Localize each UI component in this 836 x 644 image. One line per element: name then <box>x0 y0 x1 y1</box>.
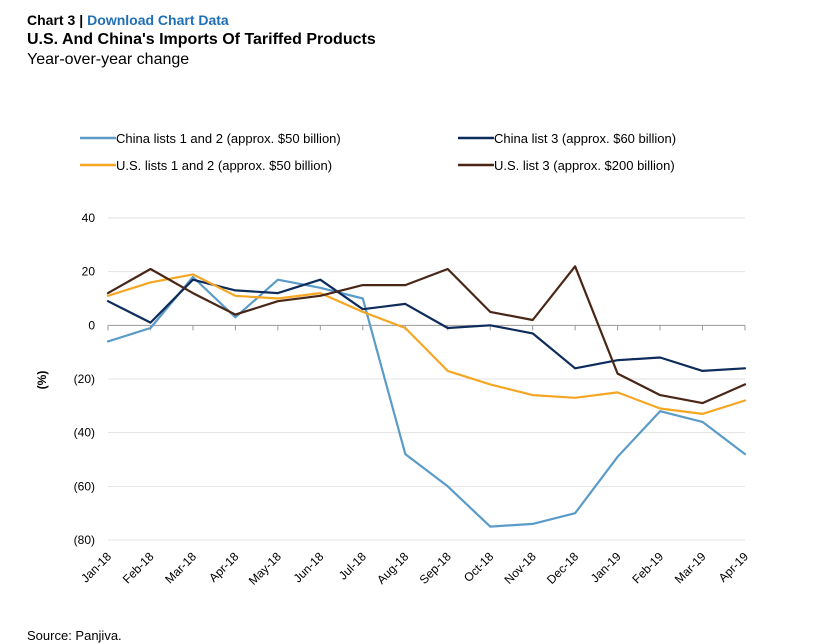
legend-item: U.S. list 3 (approx. $200 billion) <box>458 158 675 173</box>
legend-label: U.S. list 3 (approx. $200 billion) <box>494 158 675 173</box>
x-tick-label: Mar-19 <box>672 549 709 586</box>
series-line-1 <box>106 275 747 528</box>
x-tick-label: Jan-19 <box>588 549 624 585</box>
x-tick-label: Oct-18 <box>461 549 497 585</box>
legend-label: China lists 1 and 2 (approx. $50 billion… <box>116 131 341 146</box>
header-separator: | <box>79 12 84 28</box>
y-tick-label: 40 <box>82 211 96 225</box>
y-tick-label: (40) <box>74 426 95 440</box>
x-tick-label: Jun-18 <box>291 549 327 585</box>
legend: China lists 1 and 2 (approx. $50 billion… <box>80 131 676 173</box>
chart-subtitle: Year-over-year change <box>27 51 190 68</box>
chart-header-line: Chart 3 | Download Chart Data <box>27 11 376 29</box>
chart-header: Chart 3 | Download Chart Data U.S. And Chi… <box>27 11 376 70</box>
y-tick-label: (80) <box>74 533 95 547</box>
gridlines <box>108 217 745 541</box>
x-tick-label: May-18 <box>246 549 284 587</box>
series-line-3 <box>106 273 747 415</box>
legend-item: China lists 1 and 2 (approx. $50 billion… <box>80 131 341 146</box>
series-line-4 <box>106 265 747 405</box>
x-tick-label: Feb-19 <box>629 549 666 586</box>
y-tick-label: 20 <box>82 265 96 279</box>
y-tick-label: (60) <box>74 479 95 493</box>
x-tick-label: Sep-18 <box>417 549 454 586</box>
chart-number: Chart 3 <box>27 12 76 28</box>
x-tick-label: Dec-18 <box>544 549 581 586</box>
x-tick-label: Nov-18 <box>502 549 539 586</box>
y-tick-label: (20) <box>74 372 95 386</box>
x-tick-label: Apr-19 <box>716 549 752 585</box>
legend-item: China list 3 (approx. $60 billion) <box>458 131 676 146</box>
y-axis-label: (%) <box>35 371 49 390</box>
x-tick-label: Jan-18 <box>78 549 114 585</box>
x-tick-label: Apr-18 <box>206 549 242 585</box>
x-tick-label: Feb-18 <box>120 549 157 586</box>
chart-title: U.S. And China's Imports Of Tariffed Pro… <box>27 31 376 48</box>
y-tick-label: 0 <box>88 318 95 332</box>
legend-label: China list 3 (approx. $60 billion) <box>494 131 676 146</box>
legend-label: U.S. lists 1 and 2 (approx. $50 billion) <box>116 158 332 173</box>
legend-item: U.S. lists 1 and 2 (approx. $50 billion) <box>80 158 332 173</box>
download-chart-data-link[interactable]: Download Chart Data <box>87 12 229 28</box>
x-tick-label: Jul-18 <box>336 549 369 582</box>
source-note: Source: Panjiva. <box>27 628 122 643</box>
x-tick-label: Mar-18 <box>162 549 199 586</box>
series-lines <box>106 265 747 528</box>
x-tick-label: Aug-18 <box>374 549 411 586</box>
